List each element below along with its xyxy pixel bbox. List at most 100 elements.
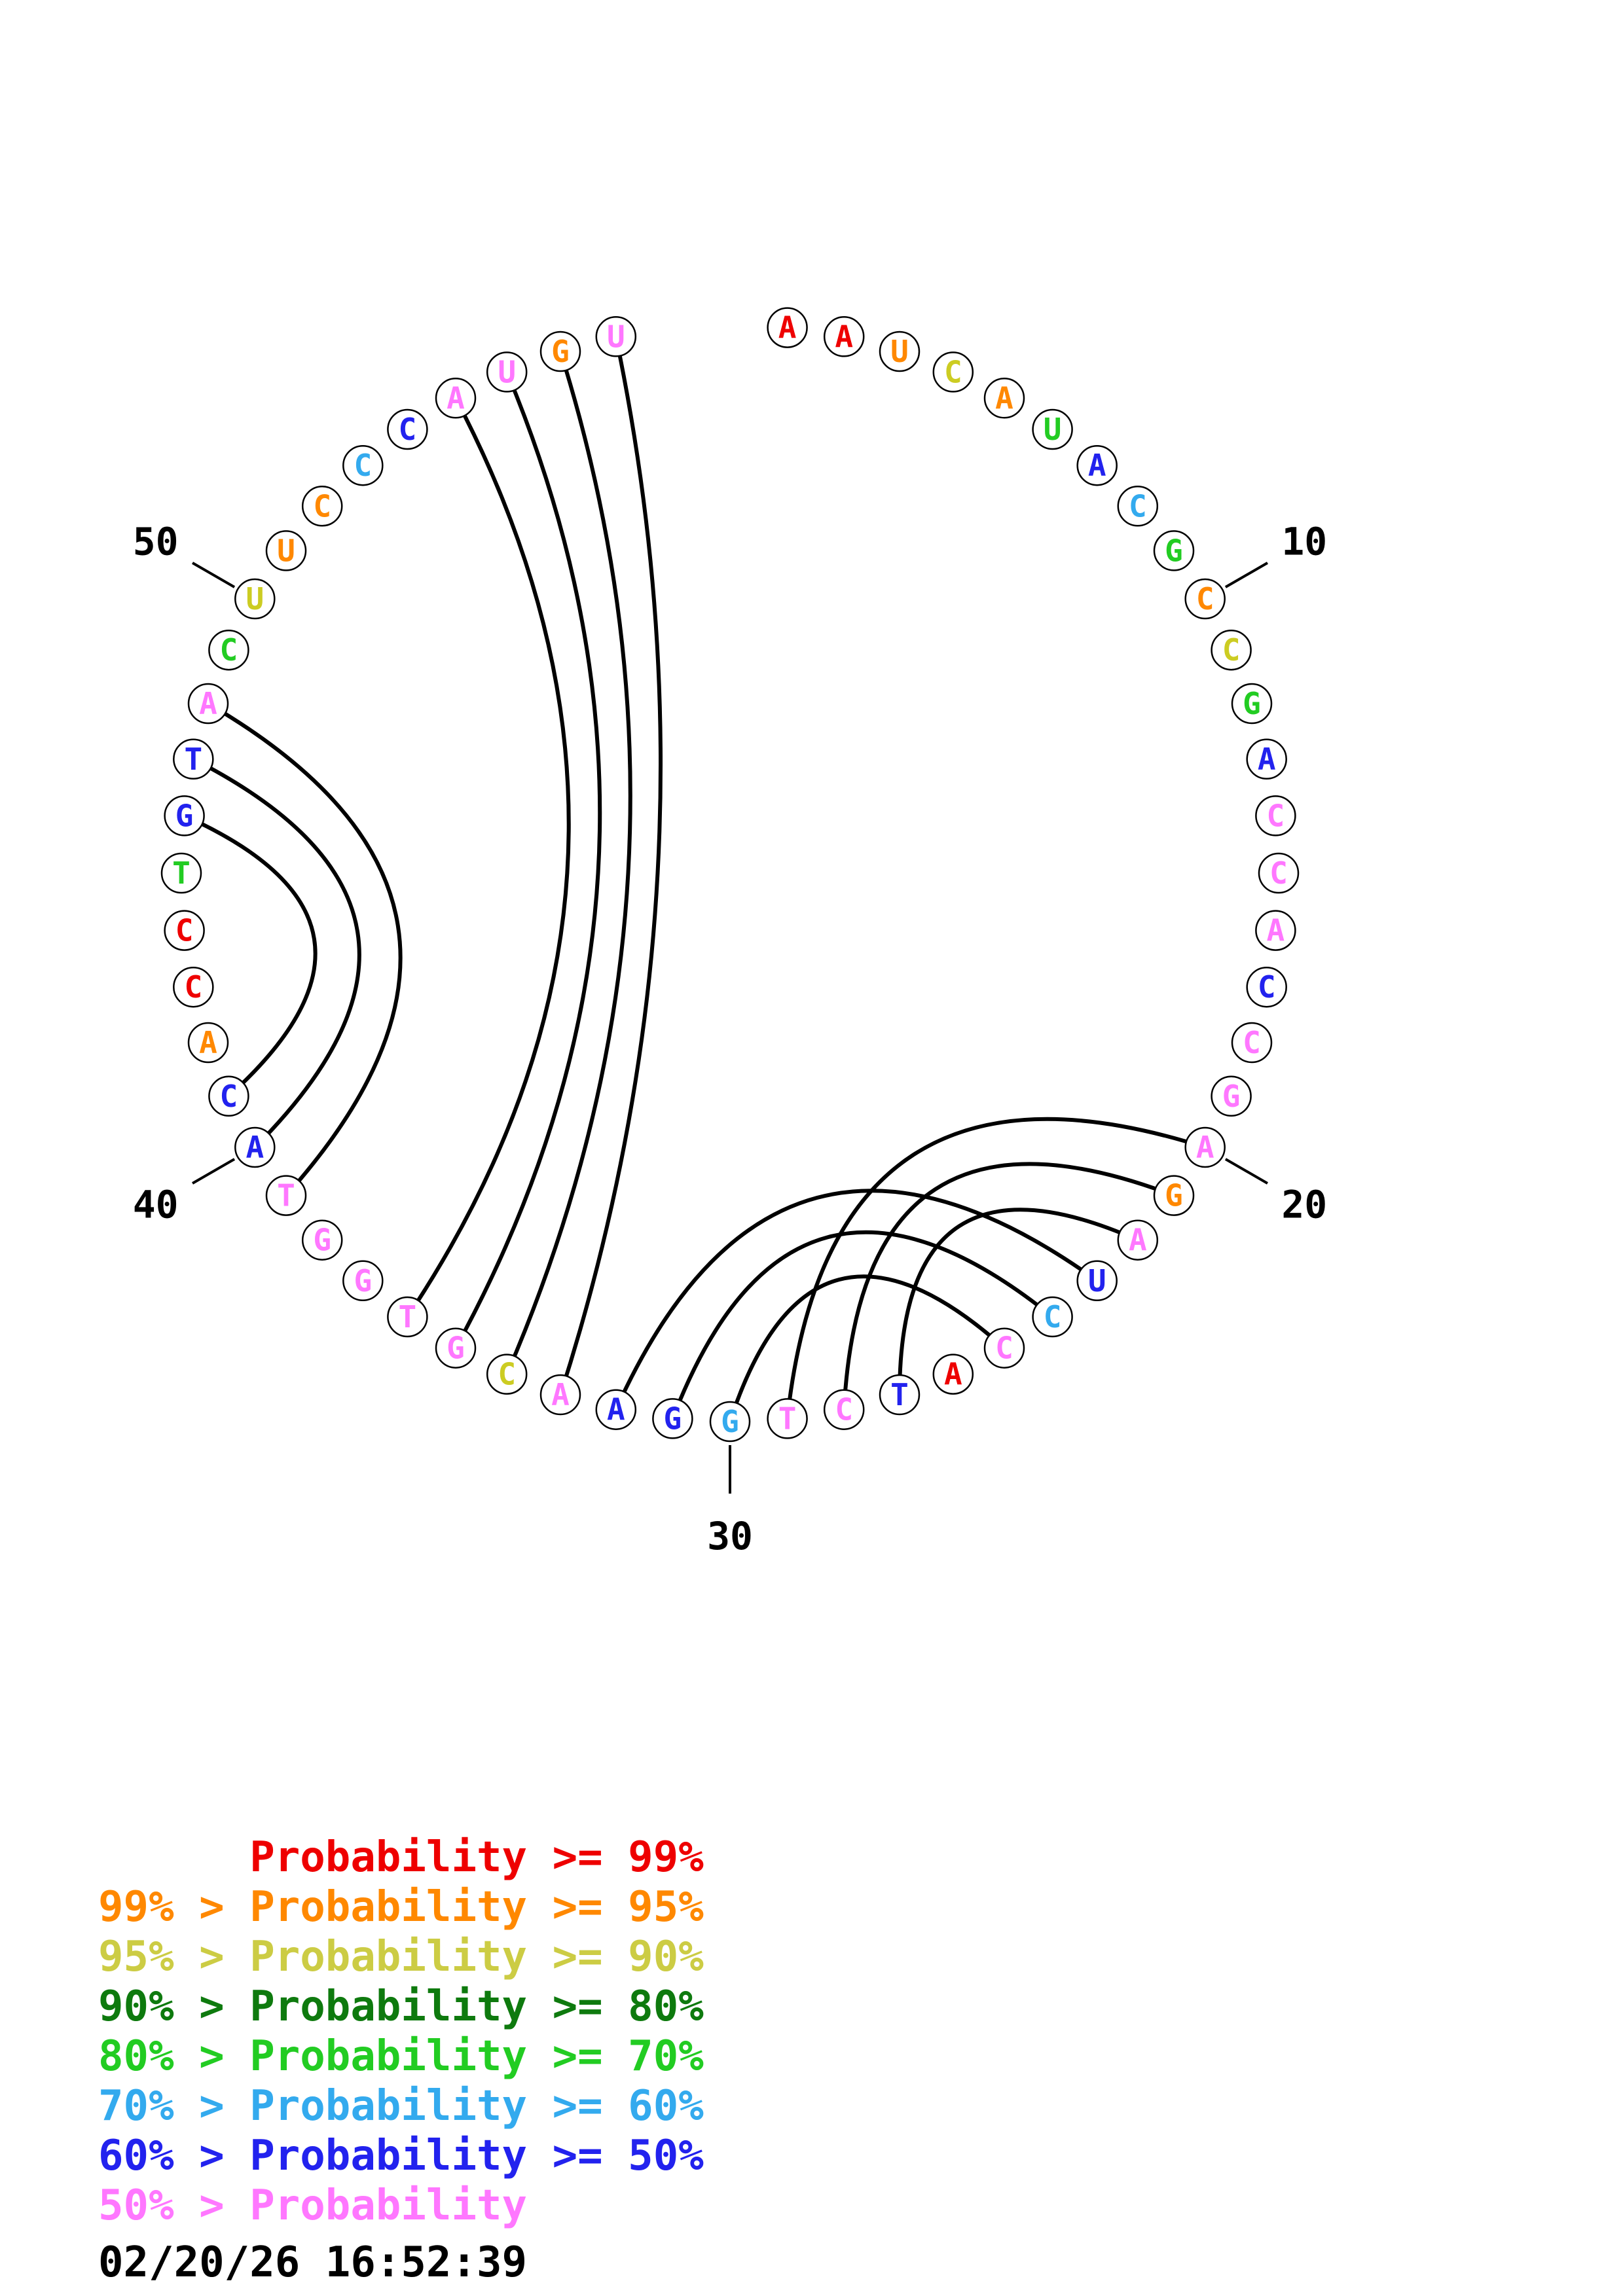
nucleotide-18: C (1231, 1022, 1273, 1064)
nucleotide-39: T (265, 1175, 307, 1216)
nucleotide-circle (1231, 1022, 1273, 1064)
nucleotide-circle (160, 852, 202, 894)
nucleotide-base: C (220, 1079, 238, 1114)
nucleotide-circle (823, 316, 865, 357)
nucleotide-circle (164, 910, 205, 951)
nucleotide-20: A (1184, 1126, 1226, 1168)
pair-arc (405, 396, 571, 1319)
nucleotide-base: A (835, 319, 853, 354)
legend-row: Probability >= 99% (98, 1833, 704, 1882)
nucleotide-circle (879, 1374, 921, 1416)
nucleotide-circle (1184, 578, 1226, 620)
position-label-tick (192, 1158, 236, 1185)
pair-arc (558, 334, 663, 1397)
nucleotide-base: C (1267, 798, 1285, 833)
nucleotide-circle (1184, 1126, 1226, 1168)
nucleotide-base: G (1165, 533, 1183, 568)
nucleotide-49: C (208, 629, 249, 671)
nucleotide-40: A (234, 1126, 276, 1168)
nucleotide-base: C (1129, 488, 1147, 524)
nucleotide-circle (486, 1354, 528, 1395)
nucleotide-circle (1153, 530, 1195, 571)
pair-arc (182, 814, 318, 1098)
nucleotide-circle (1255, 795, 1296, 836)
nucleotide-circle (435, 1327, 477, 1369)
nucleotide-48: A (187, 683, 229, 725)
nucleotide-circle (1246, 738, 1287, 780)
nucleotide-base: C (1258, 969, 1276, 1005)
nucleotide-base: T (399, 1299, 417, 1335)
pair-arc (206, 702, 403, 1198)
nucleotide-base: G (175, 798, 194, 833)
legend-row: 70% > Probability >= 60% (98, 2082, 704, 2130)
nucleotide-circle (173, 966, 214, 1008)
nucleotide-circle (1211, 1075, 1252, 1117)
nucleotide-base: A (944, 1357, 962, 1392)
position-labels-layer: 10 20 30 40 50 (133, 520, 1327, 1559)
nucleotide-9: G (1153, 530, 1195, 571)
nucleotide-base: A (199, 686, 217, 721)
nucleotide-base: U (1088, 1263, 1106, 1299)
nucleotide-10: C (1184, 578, 1226, 620)
nucleotide-13: A (1246, 738, 1287, 780)
nucleotide-circle (435, 378, 477, 419)
nucleotide-circle (983, 1327, 1025, 1369)
position-label: 20 (1281, 1183, 1327, 1227)
nucleotides-layer: A A UCAUACGCCGACCACCGAGAUCCATCTGGAACGTGGTA… (160, 307, 1300, 1443)
nucleotide-base: U (498, 354, 516, 389)
nucleotide-circle (823, 1389, 865, 1430)
nucleotide-27: T (879, 1374, 921, 1416)
nucleotide-circle (265, 1175, 307, 1216)
nucleotide-circle (709, 1401, 751, 1443)
nucleotide-53: C (342, 444, 384, 486)
position-label-tick (1224, 562, 1268, 588)
nucleotide-12: G (1231, 683, 1273, 725)
nucleotide-21: G (1153, 1175, 1195, 1216)
legend-row: 99% > Probability >= 95% (98, 1883, 704, 1931)
nucleotide-circle (486, 351, 528, 393)
position-label: 40 (133, 1183, 179, 1227)
nucleotide-circle (879, 331, 921, 372)
nucleotide-base: T (778, 1401, 797, 1436)
nucleotide-38: G (301, 1219, 343, 1261)
nucleotide-circle (187, 1022, 229, 1064)
nucleotide-51: U (265, 530, 307, 571)
nucleotide-base: C (1243, 1025, 1261, 1060)
nucleotide-base: T (890, 1377, 909, 1412)
nucleotide-base: C (1196, 581, 1214, 617)
nucleotide-circle (1032, 408, 1073, 450)
nucleotide-25: C (983, 1327, 1025, 1369)
nucleotide-circle (342, 1260, 384, 1302)
pair-arc (613, 1189, 1099, 1412)
nucleotide-base: T (172, 855, 191, 891)
nucleotide-base: A (607, 1392, 625, 1427)
nucleotide-circle (539, 331, 581, 372)
nucleotide-8: C (1117, 486, 1159, 527)
nucleotide-circle (265, 530, 307, 571)
nucleotide-41: C (208, 1075, 249, 1117)
nucleotide-circle (234, 578, 276, 620)
nucleotide-58: U (595, 316, 637, 357)
nucleotide-base: A (199, 1025, 217, 1060)
nucleotide-base: A (1196, 1130, 1214, 1165)
pair-arc (191, 757, 361, 1149)
nucleotide-circle (932, 351, 974, 393)
nucleotide-circle (1211, 629, 1252, 671)
nucleotide-28: C (823, 1389, 865, 1430)
nucleotide-base: C (995, 1331, 1013, 1366)
nucleotide-circle (1117, 486, 1159, 527)
nucleotide-circle (595, 316, 637, 357)
nucleotide-base: G (313, 1223, 331, 1258)
nucleotide-base: G (447, 1331, 465, 1366)
nucleotide-54: C (387, 408, 428, 450)
legend-row: 50% > Probability (98, 2181, 528, 2230)
nucleotide-circle (767, 1398, 808, 1439)
nucleotide-base: T (184, 742, 202, 777)
nucleotide-33: A (539, 1374, 581, 1416)
timestamp: 02/20/26 16:52:39 (98, 2238, 528, 2287)
nucleotide-5: A (983, 378, 1025, 419)
nucleotide-circle (1153, 1175, 1195, 1216)
pair-arc (785, 1117, 1207, 1421)
nucleotide-base: U (1044, 412, 1062, 447)
